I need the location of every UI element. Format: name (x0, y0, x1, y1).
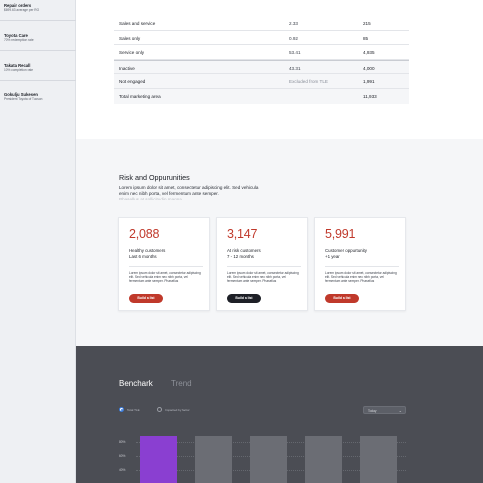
radio-dot (120, 408, 123, 411)
card-body: Lorem ipsum dolor sit amet, consectetur … (227, 271, 299, 284)
build-list-button[interactable]: Build a list (129, 294, 163, 303)
row-label: Total marketing area (119, 93, 161, 99)
section-description-faded: Phasellus at sollicitudin magna. (119, 197, 184, 200)
sidebar-item-title: Takata Recall (4, 63, 31, 68)
card-label-secondary: 7 - 12 months (227, 254, 254, 259)
chart-bar[interactable] (140, 436, 177, 483)
row-label: Not engaged (119, 79, 146, 85)
section-description: Lorem ipsum dolor sit amet, consectetur … (119, 185, 259, 196)
tab-trend[interactable]: Trend (171, 379, 192, 388)
row-label: Service only (119, 50, 145, 56)
card-label: Healthy customers Last 6 months (129, 248, 165, 260)
sidebar-item-subtitle: $699.63 average per RO (4, 8, 40, 12)
sidebar-item-title: Repair orders (4, 3, 32, 8)
risk-card-opportunity: 5,991 Customer oppurtunity +1 year Lorem… (314, 217, 406, 311)
sidebar-item-profile[interactable]: Gokulju Sukesen President Toyota of Tucs… (4, 92, 74, 101)
card-label-secondary: Last 6 months (129, 254, 157, 259)
sidebar-item-toyota-care[interactable]: Toyota Care 70% redemption rate (4, 33, 74, 42)
radio-total-tle[interactable] (119, 407, 124, 412)
sidebar-item-subtitle: President Toyota of Tucson (4, 97, 43, 101)
section-title: Risk and Oppurunities (119, 173, 190, 182)
card-label-secondary: +1 year (325, 254, 340, 259)
sidebar-item-subtitle: 10% completion rate (4, 68, 34, 72)
radio-impacted[interactable] (157, 407, 162, 412)
sidebar-divider (0, 80, 76, 81)
y-tick-label: 60% (119, 454, 126, 458)
chart-bar[interactable] (360, 436, 397, 483)
chart-bar[interactable] (250, 436, 287, 483)
y-tick-label: 80% (119, 440, 126, 444)
card-divider (325, 266, 399, 267)
card-label: Customer oppurtunity +1 year (325, 248, 367, 260)
card-label-primary: Customer oppurtunity (325, 248, 367, 253)
row-count: 85 (363, 35, 369, 41)
card-number: 5,991 (325, 227, 356, 241)
row-count: 4,000 (363, 65, 375, 71)
risk-section: Risk and Oppurunities Lorem ipsum dolor … (76, 139, 483, 346)
radio-label: Total TLE (127, 408, 140, 412)
card-label-primary: At risk customers (227, 248, 261, 253)
table-row: Inactive 43.31 4,000 (114, 59, 409, 75)
chart-bar[interactable] (195, 436, 232, 483)
row-value: 43.31 (289, 65, 301, 71)
card-body: Lorem ipsum dolor sit amet, consectetur … (129, 271, 201, 284)
benchmark-section: Benchark Trend Total TLE Impacted by fac… (76, 346, 483, 483)
row-count: 11,933 (363, 93, 377, 99)
sidebar-item-subtitle: 70% redemption rate (4, 38, 34, 42)
row-value: 0.92 (289, 35, 298, 41)
card-body: Lorem ipsum dolor sit amet, consectetur … (325, 271, 397, 284)
card-divider (129, 266, 203, 267)
sidebar-divider (0, 20, 76, 21)
row-count: 1,991 (363, 79, 375, 85)
tab-benchmark[interactable]: Benchark (119, 379, 153, 388)
sidebar-item-title: Gokulju Sukesen (4, 92, 38, 97)
y-tick-label: 40% (119, 468, 126, 472)
row-label: Sales only (119, 35, 141, 41)
table-row: Not engaged Excluded from TLE 1,991 (114, 74, 409, 89)
table-row: Sales only 0.92 85 (114, 31, 409, 46)
build-list-button[interactable]: Build a list (227, 294, 261, 303)
period-select[interactable]: Today ⌄ (363, 406, 406, 414)
sidebar-divider (0, 50, 76, 51)
row-count: 215 (363, 21, 371, 26)
row-value: 2.33 (289, 21, 298, 26)
sidebar: Repair orders $699.63 average per RO Toy… (0, 0, 76, 483)
table-row: Sales and service 2.33 215 (114, 16, 409, 31)
row-value: Excluded from TLE (289, 79, 328, 85)
chart-bar[interactable] (305, 436, 342, 483)
card-label: At risk customers 7 - 12 months (227, 248, 261, 260)
select-value: Today (368, 408, 377, 413)
row-value: 53.41 (289, 50, 301, 56)
segment-table: Sales and service 2.33 215 Sales only 0.… (114, 16, 409, 104)
table-row: Total marketing area 11,933 (114, 88, 409, 104)
sidebar-item-repair-orders[interactable]: Repair orders $699.63 average per RO (4, 3, 74, 12)
sidebar-item-title: Toyota Care (4, 33, 28, 38)
build-list-button[interactable]: Build a list (325, 294, 359, 303)
table-row: Service only 53.41 4,935 (114, 45, 409, 60)
radio-label: Impacted by factor (165, 408, 190, 412)
row-label: Sales and service (119, 21, 156, 26)
row-count: 4,935 (363, 50, 375, 56)
card-divider (227, 266, 301, 267)
risk-card-healthy: 2,088 Healthy customers Last 6 months Lo… (118, 217, 210, 311)
risk-card-at-risk: 3,147 At risk customers 7 - 12 months Lo… (216, 217, 308, 311)
chevron-down-icon: ⌄ (398, 407, 402, 413)
sidebar-item-takata-recall[interactable]: Takata Recall 10% completion rate (4, 63, 74, 72)
card-label-primary: Healthy customers (129, 248, 166, 253)
card-number: 3,147 (227, 227, 258, 241)
row-label: Inactive (119, 65, 135, 71)
card-number: 2,088 (129, 227, 160, 241)
